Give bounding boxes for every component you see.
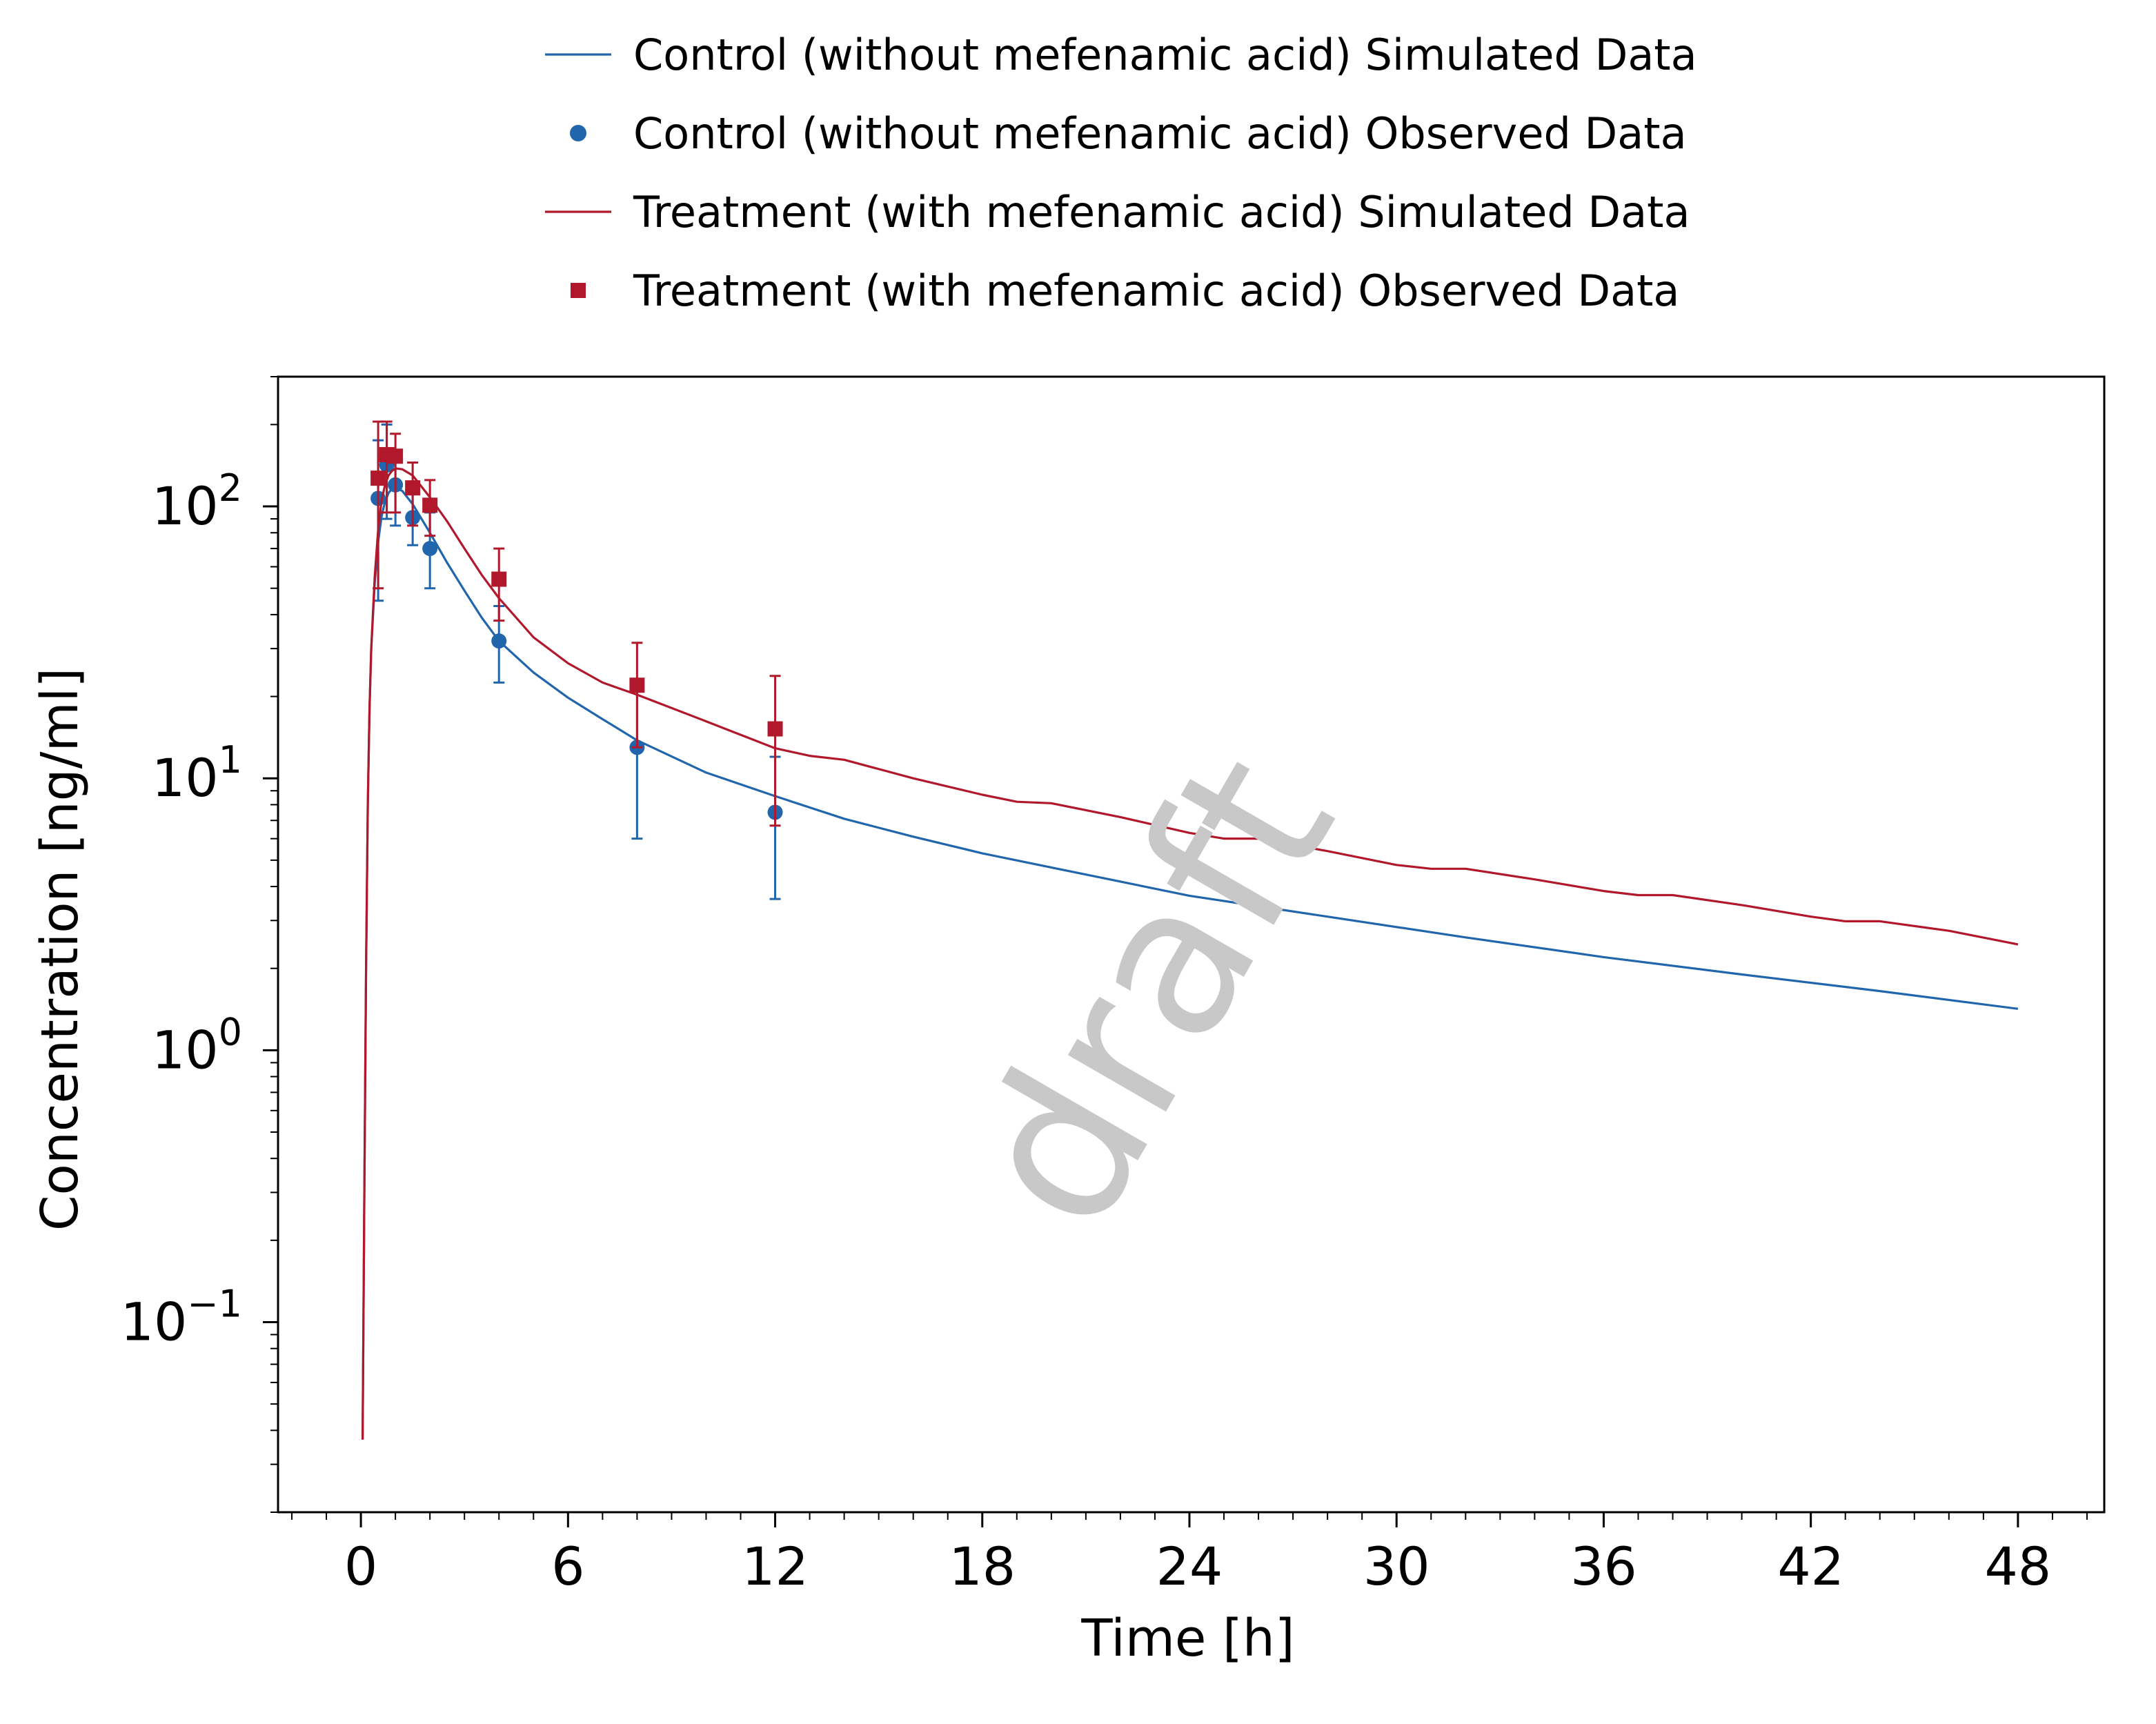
- data-point: [370, 470, 386, 486]
- series-line: [362, 467, 2019, 1440]
- data-point: [388, 448, 404, 464]
- chart-legend: Control (without mefenamic acid) Simulat…: [545, 30, 1697, 316]
- x-tick-label: 42: [1777, 1536, 1844, 1597]
- data-point: [491, 633, 507, 649]
- plot-area: [277, 375, 2106, 1514]
- y-tick-label: 100: [152, 1010, 242, 1080]
- x-tick-label: 18: [949, 1536, 1016, 1597]
- legend-item: Control (without mefenamic acid) Observe…: [570, 108, 1687, 159]
- legend-label: Treatment (with mefenamic acid) Simulate…: [633, 187, 1690, 237]
- legend-swatch: [571, 283, 586, 298]
- y-tick-label: 10−1: [121, 1282, 242, 1353]
- data-point: [629, 677, 645, 693]
- x-tick-label: 0: [344, 1536, 377, 1597]
- x-tick-label: 48: [1985, 1536, 2052, 1597]
- data-point: [422, 541, 438, 557]
- x-tick-label: 24: [1156, 1536, 1223, 1597]
- y-tick-label: 101: [152, 738, 242, 809]
- x-tick-label: 36: [1570, 1536, 1637, 1597]
- y-axis-title: Concentration [ng/ml]: [30, 668, 90, 1231]
- legend-label: Control (without mefenamic acid) Simulat…: [633, 30, 1697, 80]
- legend-label: Treatment (with mefenamic acid) Observed…: [633, 266, 1679, 316]
- draft-watermark: draft: [924, 718, 1380, 1266]
- legend-swatch: [570, 125, 586, 141]
- x-axis: 0 6 12 18 24 30 36 42 48: [291, 1512, 2088, 1597]
- x-tick-label: 12: [742, 1536, 809, 1597]
- x-tick-label: 6: [551, 1536, 584, 1597]
- legend-label: Control (without mefenamic acid) Observe…: [633, 108, 1687, 159]
- series-3: [362, 467, 2019, 1440]
- legend-item: Treatment (with mefenamic acid) Observed…: [571, 266, 1679, 316]
- data-point: [405, 480, 421, 496]
- x-tick-label: 30: [1363, 1536, 1430, 1597]
- legend-item: Treatment (with mefenamic acid) Simulate…: [545, 187, 1690, 237]
- data-point: [767, 721, 783, 737]
- data-point: [422, 497, 438, 513]
- x-axis-title: Time [h]: [1080, 1609, 1294, 1668]
- y-tick-label: 102: [152, 466, 242, 537]
- series-2: [370, 423, 783, 900]
- y-axis: 102 101 100 10−1: [121, 376, 278, 1513]
- legend-item: Control (without mefenamic acid) Simulat…: [545, 30, 1697, 80]
- series-4: [370, 420, 783, 827]
- plot-frame: [277, 375, 2106, 1514]
- data-point: [491, 571, 507, 587]
